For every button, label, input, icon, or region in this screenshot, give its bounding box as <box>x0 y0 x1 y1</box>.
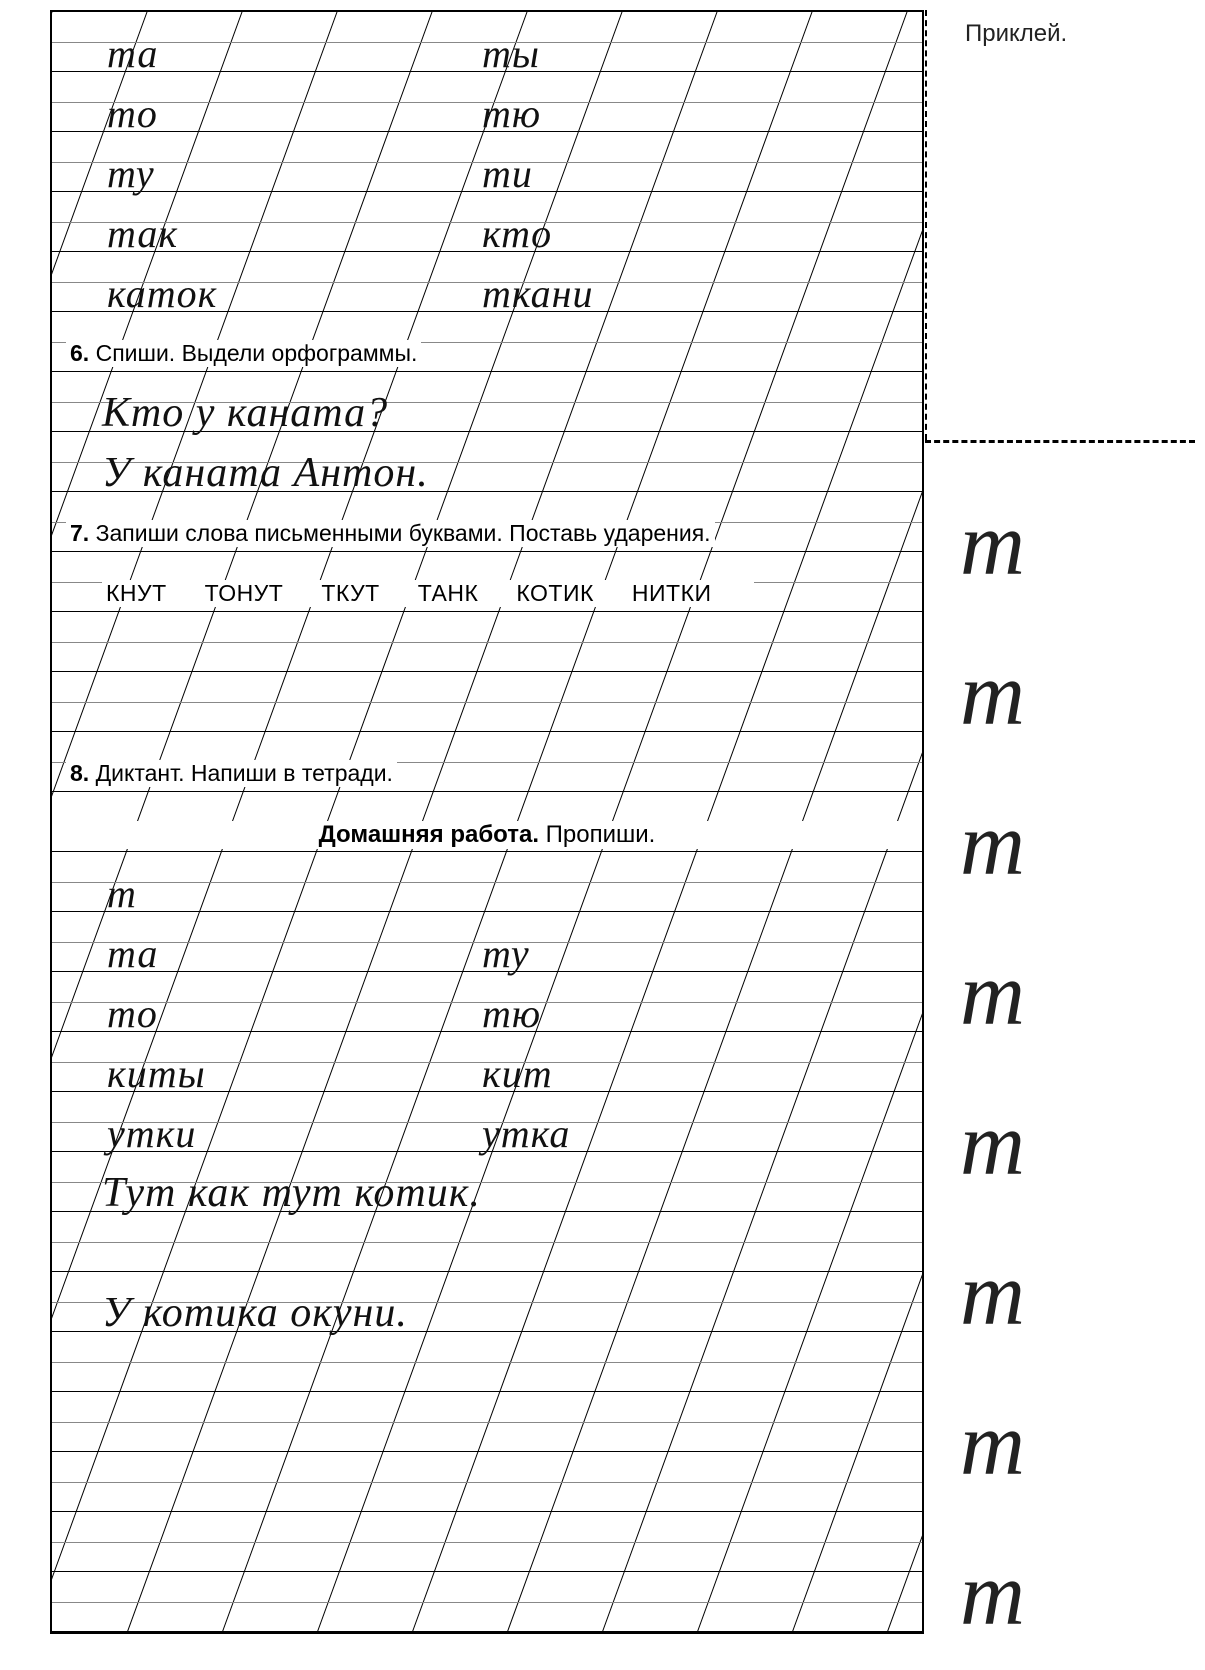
writing-row: Кто у каната? <box>52 372 922 432</box>
writing-row: тути <box>52 132 922 192</box>
writing-row: 7. Запиши слова письменными буквами. Пос… <box>52 492 922 552</box>
cursive-text: У каната Антон. <box>102 449 429 497</box>
practice-letter: т <box>960 1370 1160 1520</box>
exercise-6-instruction: 6. Спиши. Выдели орфограммы. <box>66 340 421 367</box>
writing-row: КНУТТОНУТТКУТТАНККОТИКНИТКИ <box>52 552 922 612</box>
writing-row: таты <box>52 12 922 72</box>
midline <box>52 1602 922 1603</box>
cursive-text: тю <box>482 90 541 137</box>
writing-row: У каната Антон. <box>52 432 922 492</box>
cursive-text: каток <box>107 270 217 317</box>
writing-row: катокткани <box>52 252 922 312</box>
cursive-text: ту <box>482 930 530 977</box>
exercise-7-instruction: 7. Запиши слова письменными буквами. Пос… <box>66 520 715 547</box>
writing-row: таккто <box>52 192 922 252</box>
cursive-text: утки <box>107 1110 196 1157</box>
cursive-text: то <box>107 990 158 1037</box>
cursive-text: ти <box>482 150 533 197</box>
midline <box>52 1482 922 1483</box>
cursive-text: та <box>107 30 158 77</box>
writing-row <box>52 1512 922 1572</box>
cursive-text: тю <box>482 990 541 1037</box>
sidebar-label: Приклей. <box>965 20 1185 48</box>
writing-row <box>52 612 922 672</box>
worksheet: татытотютутитакктокатокткани6. Спиши. Вы… <box>50 10 924 1634</box>
writing-row: У котика окуни. <box>52 1272 922 1332</box>
practice-letter: т <box>960 1070 1160 1220</box>
cursive-text: т <box>107 870 137 917</box>
writing-row <box>52 1332 922 1392</box>
writing-row <box>52 1572 922 1632</box>
writing-row: тату <box>52 912 922 972</box>
midline <box>52 702 922 703</box>
midline <box>52 1422 922 1423</box>
writing-row: 6. Спиши. Выдели орфограммы. <box>52 312 922 372</box>
cursive-text: кит <box>482 1050 553 1097</box>
writing-row: тотю <box>52 972 922 1032</box>
writing-row: уткиутка <box>52 1092 922 1152</box>
cut-line-vertical <box>925 10 927 440</box>
cursive-text: ты <box>482 30 540 77</box>
writing-row: Тут как тут котик. <box>52 1152 922 1212</box>
writing-row <box>52 1212 922 1272</box>
midline <box>52 1542 922 1543</box>
cursive-text: так <box>107 210 178 257</box>
writing-row: тотю <box>52 72 922 132</box>
writing-row: 8. Диктант. Напиши в тетради. <box>52 732 922 792</box>
cursive-text: киты <box>107 1050 206 1097</box>
cursive-text: Кто у каната? <box>102 389 388 437</box>
cursive-text: та <box>107 930 158 977</box>
midline <box>52 1242 922 1243</box>
cursive-text: ту <box>107 150 155 197</box>
cursive-text: Тут как тут котик. <box>102 1169 481 1217</box>
exercise-8-instruction: 8. Диктант. Напиши в тетради. <box>66 760 397 787</box>
writing-row: Домашняя работа. Пропиши. <box>52 792 922 852</box>
cursive-text: то <box>107 90 158 137</box>
writing-row: китыкит <box>52 1032 922 1092</box>
midline <box>52 642 922 643</box>
practice-letter: т <box>960 470 1160 620</box>
writing-row: т <box>52 852 922 912</box>
midline <box>52 882 922 883</box>
practice-letter: т <box>960 920 1160 1070</box>
cursive-text: ткани <box>482 270 593 317</box>
cursive-text: кто <box>482 210 552 257</box>
practice-letter: т <box>960 1520 1160 1670</box>
homework-title: Домашняя работа. Пропиши. <box>52 821 922 849</box>
writing-row <box>52 672 922 732</box>
cursive-text: утка <box>482 1110 570 1157</box>
cursive-text: У котика окуни. <box>102 1289 408 1337</box>
practice-letter: т <box>960 1220 1160 1370</box>
practice-letter-column: тттттттт <box>960 470 1160 1670</box>
writing-row <box>52 1392 922 1452</box>
exercise-7-words: КНУТТОНУТТКУТТАНККОТИКНИТКИ <box>102 580 754 607</box>
writing-row <box>52 1452 922 1512</box>
midline <box>52 1362 922 1363</box>
practice-letter: т <box>960 620 1160 770</box>
practice-letter: т <box>960 770 1160 920</box>
page: Приклей. тттттттт татытотютутитакктокато… <box>0 0 1205 1657</box>
